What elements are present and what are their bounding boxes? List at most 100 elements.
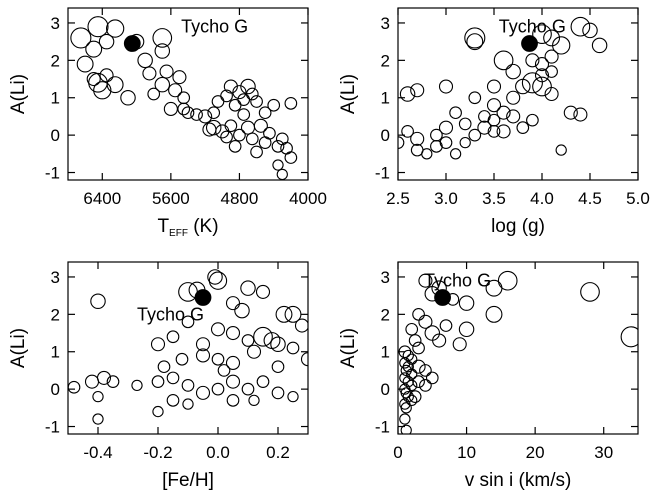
data-point [150, 337, 166, 352]
y-tick-label: 1 [381, 89, 390, 108]
data-point [582, 22, 598, 39]
data-point [402, 376, 414, 388]
data-point [468, 128, 482, 142]
y-tick-label: 1 [51, 343, 60, 362]
x-tick-label: 10 [457, 443, 476, 462]
data-point [240, 78, 256, 95]
data-point [159, 64, 174, 79]
y-tick-label: 3 [51, 268, 60, 287]
data-point [402, 390, 414, 403]
data-point [106, 76, 124, 94]
data-point [86, 71, 101, 87]
data-point [225, 325, 241, 341]
data-point [284, 305, 302, 323]
data-point [555, 144, 567, 156]
data-point [300, 352, 308, 367]
plot-frame [397, 261, 639, 435]
data-point [506, 90, 521, 105]
data-points [398, 270, 638, 434]
data-point [207, 269, 223, 285]
y-axis-label: A(Li) [8, 328, 29, 368]
data-point [224, 119, 238, 133]
x-axis-label: log (g) [491, 216, 545, 237]
y-tick-label: -1 [45, 164, 60, 183]
data-point [497, 270, 518, 291]
data-point [253, 118, 268, 133]
y-axis-label: A(Li) [8, 74, 29, 114]
data-point [195, 348, 211, 363]
data-point [438, 79, 454, 94]
data-point [225, 296, 241, 311]
data-point [120, 89, 136, 106]
data-point [284, 151, 298, 164]
data-point [177, 102, 191, 116]
data-point [505, 63, 521, 80]
data-point [228, 98, 242, 112]
data-point [516, 121, 530, 135]
data-point [166, 371, 180, 385]
x-tick-label: 30 [594, 443, 613, 462]
data-point [545, 65, 558, 78]
data-point [272, 159, 284, 171]
data-point [98, 33, 115, 50]
plot-frame [397, 7, 639, 181]
data-point [246, 344, 262, 359]
data-point [398, 136, 405, 149]
data-point [412, 375, 425, 389]
data-point [570, 16, 591, 37]
data-point [163, 101, 178, 117]
data-point [449, 148, 462, 160]
data-point [400, 424, 412, 434]
data-point [195, 337, 211, 352]
data-point [225, 355, 241, 371]
tycho-g-label: Tycho G [137, 304, 204, 324]
y-tick-label: 0 [381, 126, 390, 145]
data-point [220, 89, 233, 103]
data-point [287, 390, 299, 403]
x-tick-label: 4.0 [530, 189, 554, 208]
data-point [412, 307, 425, 321]
data-point [256, 375, 270, 389]
data-point [275, 305, 293, 323]
data-point [211, 95, 225, 108]
data-point [468, 91, 482, 105]
data-point [401, 125, 414, 138]
y-tick-label: 2 [381, 305, 390, 324]
data-point [131, 379, 143, 392]
data-point [493, 50, 514, 71]
data-point [255, 284, 271, 299]
data-point [248, 394, 260, 406]
data-point [93, 81, 112, 100]
tycho-g-point [434, 289, 451, 306]
data-point [532, 24, 552, 45]
data-point [250, 95, 263, 108]
data-points [68, 269, 308, 425]
data-point [241, 382, 255, 396]
data-point [496, 105, 511, 120]
data-point [240, 120, 256, 135]
data-point [253, 326, 273, 347]
data-point [580, 282, 600, 302]
data-point [172, 70, 187, 85]
data-point [207, 106, 221, 120]
x-tick-label: -0.2 [143, 443, 172, 462]
data-point [410, 131, 425, 146]
data-point [477, 120, 492, 135]
data-point [399, 357, 411, 369]
data-point [210, 322, 226, 337]
data-point [485, 279, 503, 297]
y-tick-label: 0 [51, 126, 60, 145]
data-point [225, 374, 241, 389]
data-point [485, 305, 503, 323]
y-tick-label: 3 [51, 14, 60, 33]
data-point [211, 352, 225, 366]
data-point [85, 40, 103, 58]
y-tick-label: 3 [381, 14, 390, 33]
data-point [487, 125, 501, 138]
data-point [432, 333, 447, 348]
x-tick-label: 3.0 [434, 189, 458, 208]
x-tick-label: 4.5 [578, 189, 602, 208]
data-point [181, 106, 195, 120]
data-point [92, 413, 104, 425]
data-point [258, 106, 272, 120]
